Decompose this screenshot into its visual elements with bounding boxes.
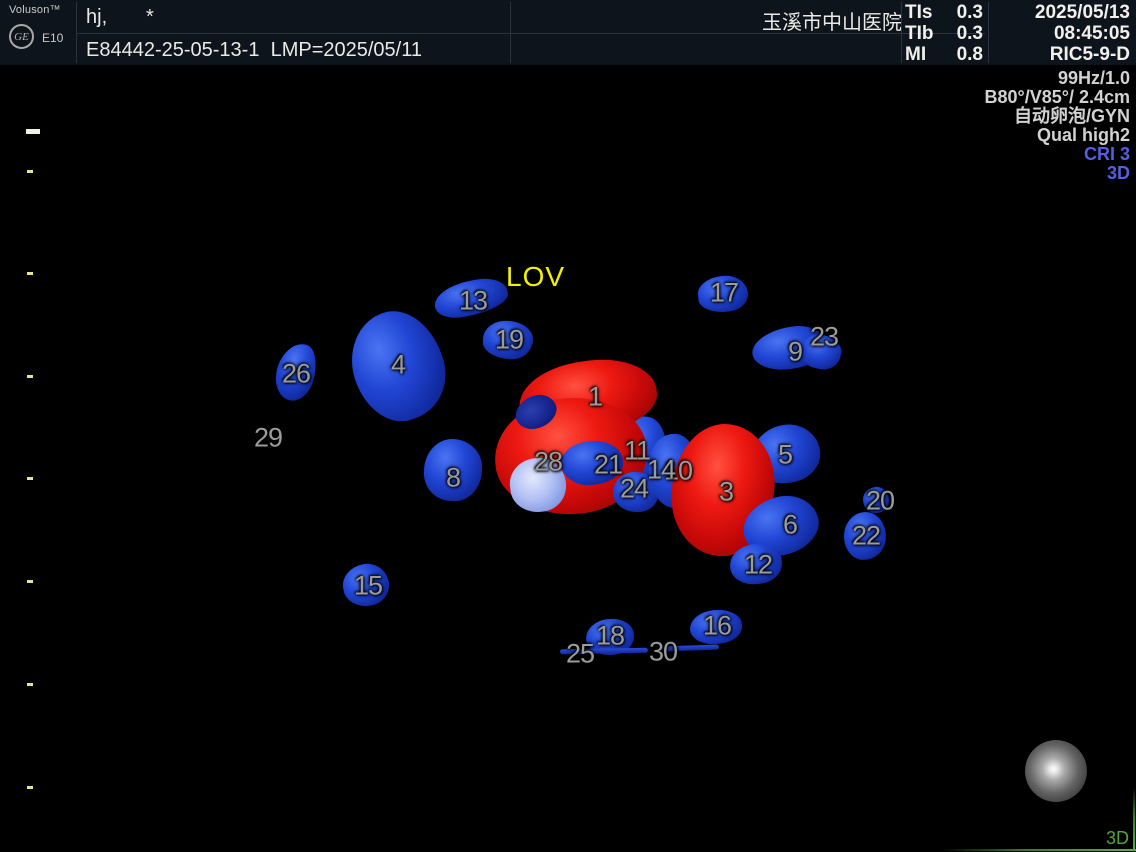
ruler-tick bbox=[27, 477, 33, 480]
follicle-number-label: 21 bbox=[593, 449, 623, 480]
follicle-number-label: 9 bbox=[787, 336, 803, 367]
follicle-number-label: 13 bbox=[458, 285, 488, 316]
mode-3d-badge: 3D bbox=[1105, 828, 1129, 848]
follicle-number-label: 12 bbox=[743, 549, 773, 580]
follicle-number-label: 19 bbox=[494, 324, 524, 355]
header-divider bbox=[901, 2, 902, 63]
hospital-name: 玉溪市中山医院 bbox=[762, 12, 902, 34]
follicle-number-label: 23 bbox=[809, 321, 839, 352]
corner-bracket-right bbox=[1133, 787, 1135, 851]
follicle-number-label: 20 bbox=[865, 485, 895, 516]
ruler-tick bbox=[27, 580, 33, 583]
imaging-parameters: 99Hz/1.0 B80°/V85°/ 2.4cm 自动卵泡/GYN Qual … bbox=[985, 69, 1131, 183]
follicle-number-label: 17 bbox=[709, 277, 739, 308]
follicle-number-label: 30 bbox=[648, 636, 678, 667]
follicle-number-label: 26 bbox=[281, 358, 311, 389]
focus-marker bbox=[26, 129, 40, 134]
follicle-number-label: 10 bbox=[663, 455, 693, 486]
model-name: E10 bbox=[42, 31, 64, 45]
probe-name: RIC5-9-D bbox=[1049, 44, 1130, 65]
index-label: MI bbox=[905, 44, 927, 65]
header-divider bbox=[76, 2, 77, 63]
follicle-number-label: 8 bbox=[445, 462, 461, 493]
param-line: B80°/V85°/ 2.4cm bbox=[984, 87, 1131, 107]
follicle-number-label: 16 bbox=[702, 610, 732, 641]
ti-row: TIs 0.3 bbox=[905, 2, 983, 23]
index-value: 0.3 bbox=[956, 23, 983, 44]
header-divider bbox=[76, 33, 985, 34]
mode-3d-setting: 3D bbox=[1106, 163, 1130, 183]
follicle-number-label: 5 bbox=[777, 439, 793, 470]
exam-date: 2025/05/13 bbox=[1034, 2, 1130, 23]
follicle-number-label: 25 bbox=[565, 638, 595, 669]
ge-logo-icon: GE bbox=[9, 24, 34, 49]
patient-id: E84442-25-05-13-1 LMP=2025/05/11 bbox=[86, 39, 422, 61]
brand-block: Voluson™ GE E10 bbox=[0, 0, 76, 65]
param-line: 99Hz/1.0 bbox=[1057, 68, 1130, 88]
product-name: Voluson™ bbox=[9, 4, 61, 16]
corner-bracket-bottom bbox=[940, 849, 1136, 851]
render-viewport: LOV 1 3 4 5 6 8 9 10 11 12 13 14 15 16 17 18 19 20 21 22 23 2… bbox=[0, 65, 1136, 852]
follicle-number-label: 28 bbox=[533, 446, 563, 477]
patient-name-star: * bbox=[146, 6, 154, 28]
index-value: 0.8 bbox=[956, 44, 983, 65]
index-value: 0.3 bbox=[956, 2, 983, 23]
ovary-side-label: LOV bbox=[506, 261, 566, 292]
follicle-number-label: 22 bbox=[851, 520, 881, 551]
ruler-tick bbox=[27, 272, 33, 275]
follicle-number-label: 15 bbox=[353, 570, 383, 601]
ruler-tick bbox=[27, 786, 33, 789]
follicle-number-label: 11 bbox=[623, 435, 651, 466]
orientation-ball[interactable] bbox=[1025, 740, 1087, 802]
follicle-number-label: 29 bbox=[253, 422, 283, 453]
cri-setting: CRI 3 bbox=[1083, 144, 1130, 164]
ti-row: TIb 0.3 bbox=[905, 23, 983, 44]
patient-name: hj, bbox=[86, 6, 108, 28]
acoustic-indices: TIs 0.3 TIb 0.3 MI 0.8 bbox=[905, 2, 983, 65]
follicle-number-label: 3 bbox=[718, 476, 734, 507]
index-label: TIb bbox=[905, 23, 934, 44]
ruler-tick bbox=[27, 683, 33, 686]
follicle-number-label: 18 bbox=[595, 620, 625, 651]
ti-row: MI 0.8 bbox=[905, 44, 983, 65]
header-divider bbox=[510, 2, 511, 63]
follicle-blob-blue bbox=[863, 487, 889, 513]
follicle-number-label: 1 bbox=[587, 381, 603, 412]
index-label: TIs bbox=[905, 2, 933, 23]
follicle-number-label: 24 bbox=[619, 473, 649, 504]
follicle-number-label: 14 bbox=[646, 454, 676, 485]
ruler-tick bbox=[27, 375, 33, 378]
param-line: Qual high2 bbox=[1036, 125, 1130, 145]
follicle-number-label: 6 bbox=[782, 509, 798, 540]
datetime-block: 2025/05/13 08:45:05 RIC5-9-D bbox=[990, 2, 1130, 65]
header-bar: Voluson™ GE E10 hj, * E84442-25-05-13-1 … bbox=[0, 0, 1136, 65]
exam-time: 08:45:05 bbox=[1053, 23, 1130, 44]
param-line: 自动卵泡/GYN bbox=[1013, 106, 1130, 126]
follicle-number-label: 4 bbox=[390, 349, 406, 380]
ruler-tick bbox=[27, 170, 33, 173]
header-divider bbox=[988, 2, 989, 63]
